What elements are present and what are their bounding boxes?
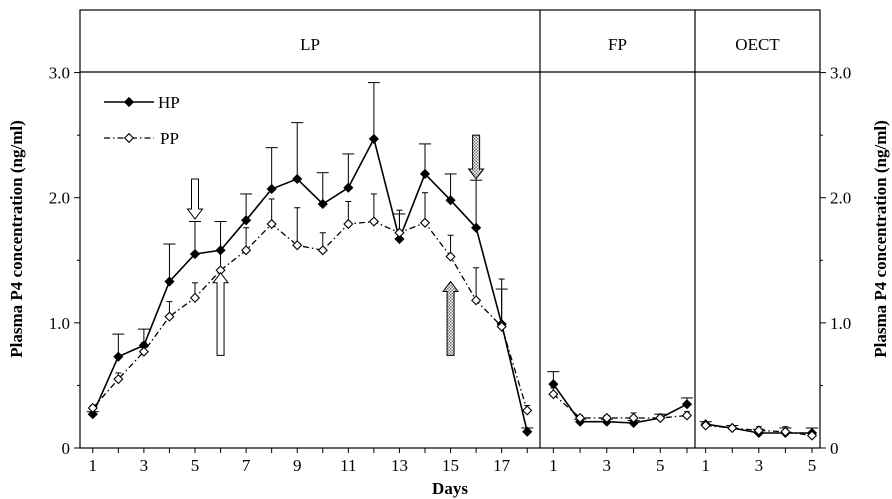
data-point	[266, 218, 277, 230]
data-point	[189, 292, 201, 303]
data-point	[87, 402, 98, 414]
data-point	[628, 412, 639, 424]
hollow-arrow-down	[186, 178, 204, 220]
series-line	[705, 424, 813, 437]
series-hp-fp	[547, 371, 693, 429]
data-marks	[86, 82, 819, 441]
hollow-arrow-up	[212, 271, 230, 356]
legend-label-pp: PP	[160, 129, 179, 148]
data-point	[343, 218, 354, 230]
data-point	[189, 248, 201, 260]
x-axis-title: Days	[432, 479, 468, 498]
x-tick-label: 9	[293, 456, 302, 475]
data-point	[445, 251, 456, 262]
series-line	[552, 383, 688, 424]
x-tick-label: 5	[191, 456, 200, 475]
data-point	[471, 222, 482, 233]
panel-title-oect: OECT	[735, 35, 780, 54]
data-point	[113, 351, 124, 362]
series-pp-lp	[87, 192, 533, 416]
series-pp-fp	[548, 387, 693, 424]
plot-frame	[79, 9, 821, 449]
y-tick-label-left: 3.0	[49, 64, 70, 83]
data-point	[548, 389, 559, 400]
data-point	[655, 412, 666, 424]
panel-title-fp: FP	[608, 35, 627, 54]
y-tick-label-right: 1.0	[830, 314, 851, 333]
data-point	[368, 216, 379, 227]
y-tick-label-right: 0	[830, 439, 839, 458]
data-point	[394, 233, 405, 245]
y-tick-label-left: 2.0	[49, 189, 70, 208]
y-tick-label-right: 3.0	[830, 64, 851, 83]
axes-ticks	[74, 72, 826, 453]
legend-label-hp: HP	[158, 93, 180, 112]
series-line	[92, 136, 528, 432]
data-point	[522, 426, 533, 437]
data-point	[806, 430, 818, 441]
x-tick-label: 15	[442, 456, 459, 475]
x-tick-label: 11	[340, 456, 356, 475]
x-tick-label: 1	[89, 456, 98, 475]
series-hp-lp	[86, 82, 534, 437]
data-point	[343, 182, 354, 193]
x-tick-label: 3	[140, 456, 149, 475]
series-line	[92, 220, 528, 411]
y-tick-label-left: 1.0	[49, 314, 70, 333]
x-tick-label: 3	[755, 456, 764, 475]
x-tick-label: 3	[603, 456, 612, 475]
x-tick-label: 5	[656, 456, 665, 475]
x-tick-label: 5	[808, 456, 817, 475]
data-point	[164, 276, 175, 287]
data-point	[292, 173, 303, 185]
data-point	[266, 183, 277, 195]
data-point	[681, 399, 693, 410]
text-labels: 0 0 1.0 1.0 2.0 2.0 3.0 3.0 Plasma P4 concentrat…	[7, 35, 890, 498]
data-point	[241, 245, 252, 256]
data-point	[419, 217, 431, 228]
data-point	[113, 374, 124, 385]
data-point	[496, 321, 507, 332]
data-point	[727, 422, 738, 434]
data-point	[368, 133, 379, 144]
series-line	[552, 393, 688, 419]
data-point	[241, 215, 252, 226]
shaded-arrow-down	[467, 134, 485, 180]
series-pp-oect	[700, 420, 818, 441]
data-point	[292, 240, 303, 251]
data-point	[681, 410, 693, 421]
x-tick-label: 13	[391, 456, 408, 475]
x-tick-label: 7	[242, 456, 251, 475]
y-tick-label-left: 0	[62, 439, 71, 458]
legend-marker-hp	[123, 96, 135, 108]
x-tick-label: 17	[493, 456, 511, 475]
y-axis-title-left: Plasma P4 concentration (ng/ml)	[7, 120, 26, 358]
legend: HP PP	[104, 93, 180, 148]
data-point	[445, 195, 456, 206]
data-point	[522, 405, 533, 416]
y-tick-label-right: 2.0	[830, 189, 851, 208]
data-point	[138, 346, 149, 357]
data-point	[87, 409, 98, 420]
data-point	[394, 227, 405, 238]
data-point	[419, 168, 431, 180]
shaded-arrow-up	[442, 280, 460, 356]
data-point	[753, 425, 764, 436]
data-point	[317, 198, 328, 210]
data-point	[317, 245, 328, 256]
plot-border	[79, 9, 821, 449]
x-tick-label: 1	[549, 456, 558, 475]
data-point	[700, 420, 711, 431]
data-point	[471, 295, 482, 306]
data-point	[601, 412, 612, 424]
panel-title-lp: LP	[300, 35, 320, 54]
data-point	[575, 412, 586, 424]
x-tick-label: 1	[701, 456, 710, 475]
data-point	[164, 311, 175, 322]
y-axis-title-right: Plasma P4 concentration (ng/ml)	[871, 120, 890, 358]
legend-marker-pp	[123, 132, 135, 144]
data-point	[780, 426, 791, 437]
